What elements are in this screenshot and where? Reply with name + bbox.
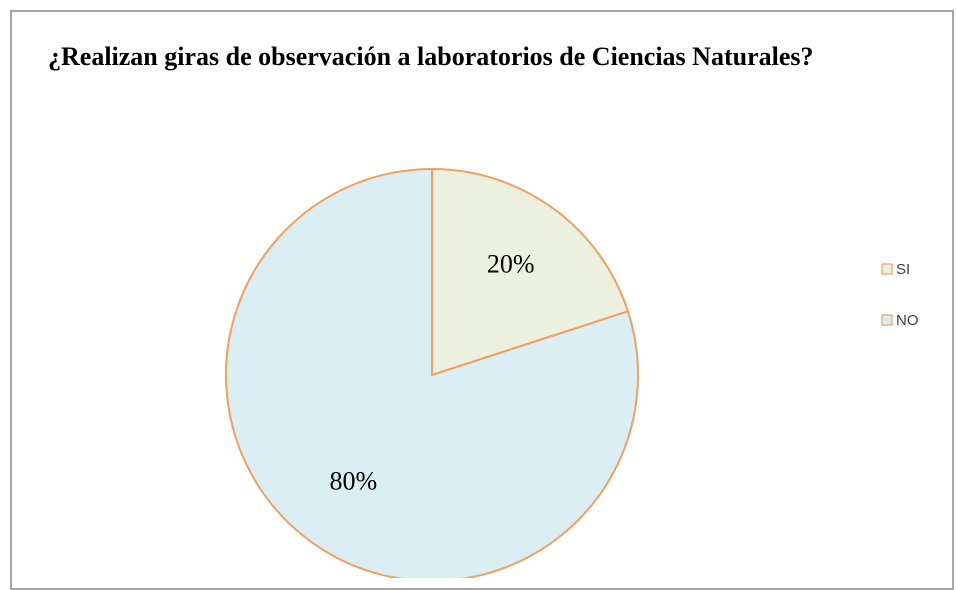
data-label: 20% [487,250,535,279]
pie-slice [431,167,630,377]
legend-label: SI [896,261,910,278]
chart: 20% 80% SI NO [225,167,919,578]
legend-swatch [881,263,893,275]
chart-title: ¿Realizan giras de observación a laborat… [48,42,814,71]
data-label: 80% [329,466,377,495]
legend-label: NO [896,312,919,329]
page: {"chart_data": {"type": "pie", "title": … [10,10,954,590]
legend-swatch [881,314,893,326]
pie-slice [225,167,639,578]
